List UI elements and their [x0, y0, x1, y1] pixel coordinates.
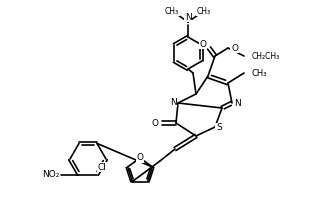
Text: N: N	[170, 97, 176, 107]
Text: CH₂CH₃: CH₂CH₃	[252, 51, 280, 61]
Text: CH₃: CH₃	[165, 7, 179, 15]
Text: CH₃: CH₃	[197, 7, 211, 15]
Text: Cl: Cl	[98, 162, 106, 172]
Text: CH₃: CH₃	[251, 69, 267, 77]
Text: NO₂: NO₂	[42, 170, 60, 179]
Text: N: N	[185, 12, 191, 22]
Text: S: S	[216, 123, 222, 133]
Text: N: N	[234, 99, 240, 107]
Text: O: O	[136, 153, 144, 162]
Text: O: O	[152, 119, 158, 127]
Text: O: O	[200, 39, 206, 49]
Text: O: O	[231, 43, 238, 53]
